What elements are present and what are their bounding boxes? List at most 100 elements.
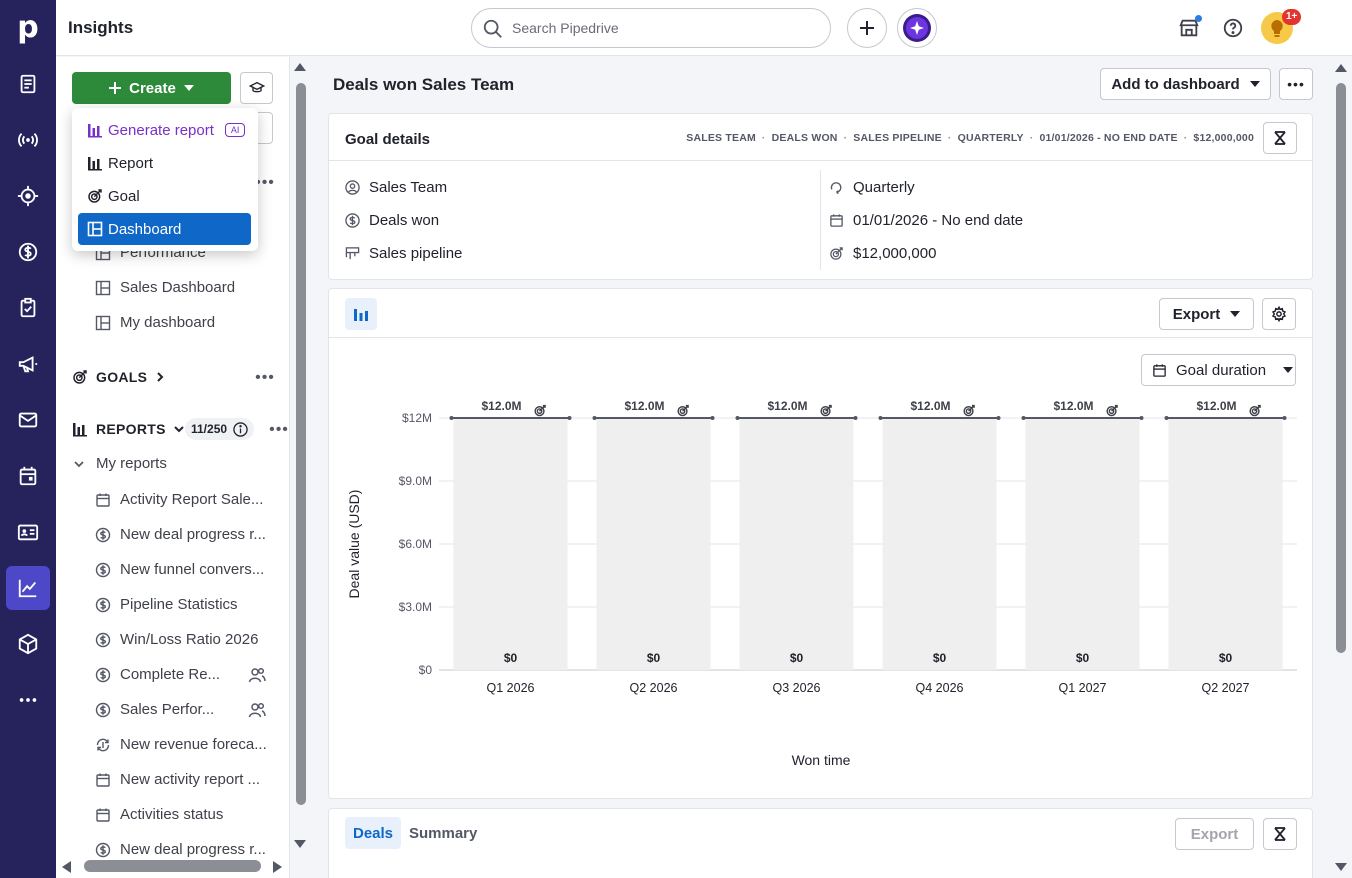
- academy-button[interactable]: [240, 72, 273, 104]
- sidebar-report-item[interactable]: Win/Loss Ratio 2026: [56, 624, 289, 656]
- chip-team: SALES TEAM: [686, 132, 756, 144]
- dashboards-more-icon[interactable]: •••: [255, 174, 275, 191]
- sidebar-report-item[interactable]: Pipeline Statistics: [56, 589, 289, 621]
- sidebar-report-item[interactable]: New deal progress r...: [56, 834, 289, 866]
- caret-down-icon: [1230, 311, 1241, 317]
- goal-duration-select[interactable]: Goal duration: [1141, 354, 1296, 386]
- rail-item-contacts-card[interactable]: [6, 510, 50, 554]
- more-icon: [19, 698, 37, 702]
- rail-item-mail[interactable]: [6, 398, 50, 442]
- ai-assistant-button[interactable]: [897, 8, 937, 48]
- collapse-goal-details-button[interactable]: [1263, 122, 1297, 154]
- help-button[interactable]: [1217, 12, 1249, 44]
- sidebar-report-item[interactable]: New revenue foreca...: [56, 729, 289, 761]
- sidebar-report-item[interactable]: New funnel convers...: [56, 554, 289, 586]
- my-reports-folder[interactable]: My reports: [56, 448, 289, 480]
- dollar-icon: [95, 702, 111, 718]
- rail-item-focus-target[interactable]: [6, 174, 50, 218]
- scroll-down-arrow-icon[interactable]: [1335, 863, 1347, 871]
- pipedrive-logo[interactable]: p: [17, 10, 39, 45]
- table-export-button[interactable]: Export: [1175, 818, 1254, 850]
- detail-target-label: $12,000,000: [853, 245, 937, 262]
- search-input[interactable]: [512, 18, 812, 38]
- chart-type-button[interactable]: [345, 298, 377, 330]
- tab-summary[interactable]: Summary: [409, 824, 478, 842]
- mail-icon: [18, 412, 38, 428]
- sidebar-dashboard-item[interactable]: Sales Dashboard: [56, 272, 289, 304]
- goal-target-icon: [1106, 404, 1118, 417]
- megaphone-icon: [18, 356, 38, 373]
- reports-section-header[interactable]: REPORTS: [72, 417, 184, 441]
- detail-duration: 01/01/2026 - No end date: [829, 212, 1023, 229]
- deals-table-card: Deals Summary Export: [328, 808, 1313, 878]
- rail-item-deals-dollar[interactable]: [6, 230, 50, 274]
- reports-more-icon[interactable]: •••: [269, 421, 289, 438]
- sidebar-report-item[interactable]: Complete Re...: [56, 659, 289, 691]
- tab-deals[interactable]: Deals: [345, 817, 402, 849]
- chart-settings-button[interactable]: [1262, 298, 1296, 330]
- y-tick-label: $12M: [402, 411, 432, 425]
- scroll-up-arrow-icon[interactable]: [294, 63, 306, 71]
- divider: [329, 160, 1312, 161]
- contacts-card-icon: [17, 524, 39, 541]
- bar-value-label: $0: [504, 651, 518, 665]
- rail-item-calendar[interactable]: [6, 454, 50, 498]
- scroll-down-arrow-icon[interactable]: [294, 840, 306, 848]
- scroll-up-arrow-icon[interactable]: [1335, 64, 1347, 72]
- sidebar-scroll-thumb[interactable]: [296, 83, 306, 805]
- collapse-table-button[interactable]: [1263, 818, 1297, 850]
- leads-icon: [20, 74, 36, 94]
- add-to-dashboard-button[interactable]: Add to dashboard: [1100, 68, 1271, 100]
- sidebar-report-item[interactable]: Activities status: [56, 799, 289, 831]
- chip-duration: 01/01/2026 - NO END DATE: [1039, 132, 1178, 144]
- chevron-down-icon: [74, 461, 84, 468]
- focus-target-icon: [17, 185, 39, 207]
- export-button[interactable]: Export: [1159, 298, 1254, 330]
- report-item-label: Sales Perfor...: [120, 701, 215, 718]
- menu-item-report[interactable]: Report: [78, 147, 251, 179]
- report-item-label: New activity report ...: [120, 771, 261, 788]
- sidebar-report-item[interactable]: Activity Report Sale...: [56, 484, 289, 516]
- sidebar-horizontal-scroll-thumb[interactable]: [84, 860, 261, 872]
- column-chart-icon: [354, 309, 368, 321]
- menu-item-dashboard[interactable]: Dashboard: [78, 213, 251, 245]
- sidebar-dashboard-item[interactable]: My dashboard: [56, 307, 289, 339]
- marketplace-button[interactable]: [1173, 12, 1205, 44]
- search-icon: [483, 19, 502, 38]
- rail-item-megaphone[interactable]: [6, 342, 50, 386]
- quick-add-button[interactable]: [847, 8, 887, 48]
- dollar-circle-icon: [345, 213, 360, 228]
- sidebar-report-item[interactable]: New activity report ...: [56, 764, 289, 796]
- detail-target: $12,000,000: [829, 245, 936, 262]
- sidebar-scrollbar[interactable]: [293, 57, 307, 857]
- rail-item-more[interactable]: [6, 678, 50, 722]
- goals-section-header[interactable]: GOALS: [72, 365, 165, 389]
- more-actions-button[interactable]: •••: [1279, 68, 1313, 100]
- rail-item-leads[interactable]: [6, 62, 50, 106]
- calendar-icon: [19, 466, 37, 486]
- scroll-left-arrow-icon[interactable]: [62, 861, 71, 873]
- menu-item-goal[interactable]: Goal: [78, 180, 251, 212]
- menu-item-generate-report[interactable]: Generate report AI: [78, 114, 251, 146]
- goal-bar: [739, 418, 854, 670]
- rail-item-products-box[interactable]: [6, 622, 50, 666]
- create-button[interactable]: Create: [72, 72, 231, 104]
- y-tick-label: $6.0M: [399, 537, 432, 551]
- scroll-right-arrow-icon[interactable]: [273, 861, 282, 873]
- goal-target-icon: [73, 370, 87, 384]
- search-box[interactable]: [471, 8, 831, 48]
- goal-target-icon: [534, 404, 546, 417]
- detail-pipeline-label: Sales pipeline: [369, 245, 463, 262]
- insights-sidebar: Create ••• Performance Sales Dashboard My …: [56, 57, 290, 878]
- info-icon[interactable]: [233, 421, 248, 437]
- goals-more-icon[interactable]: •••: [255, 369, 275, 386]
- main-scroll-thumb[interactable]: [1336, 83, 1346, 653]
- sidebar-report-item[interactable]: Sales Perfor...: [56, 694, 289, 726]
- rail-item-insights-chart[interactable]: [6, 566, 50, 610]
- x-tick-label: Q1 2026: [487, 681, 535, 695]
- goal-line-endpoint: [592, 416, 597, 420]
- main-scrollbar[interactable]: [1334, 60, 1348, 878]
- rail-item-campaigns-signal[interactable]: [6, 118, 50, 162]
- rail-item-tasks-clipboard[interactable]: [6, 286, 50, 330]
- sidebar-report-item[interactable]: New deal progress r...: [56, 519, 289, 551]
